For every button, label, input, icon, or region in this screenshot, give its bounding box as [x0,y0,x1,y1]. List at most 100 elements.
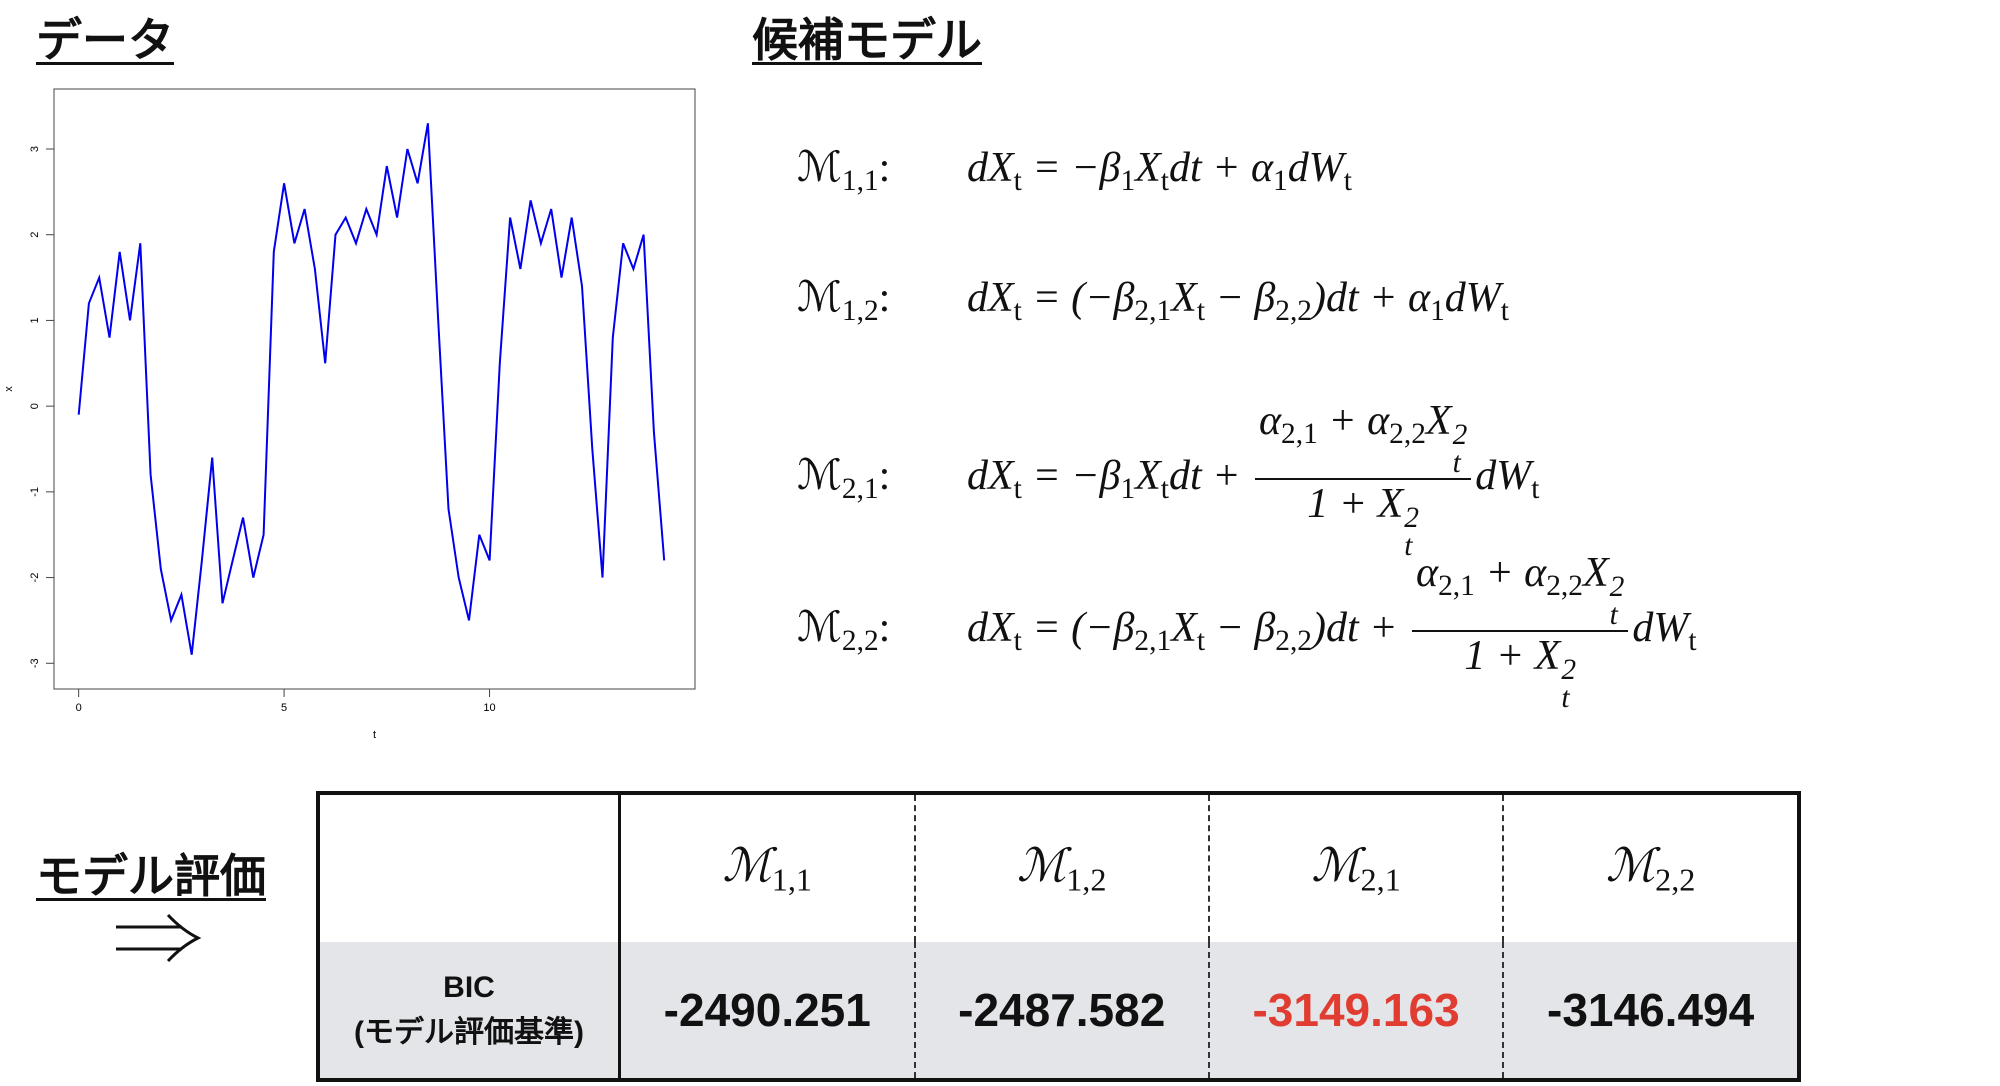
math-text: dW [1287,145,1344,191]
heading: 候補モデル [752,13,982,67]
bic-table: ℳ1,1 ℳ1,2 ℳ2,1 ℳ2,2 BIC (モデル評価基準) -2490.251 -2… [316,791,1801,1082]
math-text: 1 + X [1307,481,1404,528]
math-text: dt + α [1168,145,1274,191]
series-line [77,123,666,655]
row-label-line: BIC [443,971,495,1004]
math-text: dX [967,452,1014,499]
y-tick-label: 3 [29,146,41,152]
equation: ℳ1,2: dXt = (−β2,1Xt − β2,2)dt + α1dWt [797,272,1509,328]
subscript: 1,2 [841,294,879,327]
subscript: 1 [1120,472,1136,505]
subscript: t [1160,472,1169,505]
subscript: 1 [1430,294,1445,327]
formula: dXt = (−β2,1Xt − β2,2)dt + α1dWt [967,275,1509,327]
math-text: − β [1205,275,1276,321]
math-text: α [1416,550,1439,596]
math-text: + α [1474,550,1547,596]
math-text: ℳ [797,604,842,651]
subscript: 2,2 [1389,417,1426,450]
subscript: 2,2 [1655,861,1696,898]
subscript: t [1500,294,1509,327]
math-text: α [1258,398,1282,444]
subscript: t [1160,164,1169,197]
math-text: : [878,275,891,321]
y-tick-label: 1 [29,317,41,323]
numerator: α2,1 + α2,2X 2 t [1254,397,1472,481]
x-tick-label: 5 [281,702,287,714]
subscript: t [1452,447,1461,480]
math-text: ℳ [797,452,842,499]
math-text: ℳ [797,145,842,191]
time-series-chart: 0 5 10 -3 -2 -1 0 1 2 3 t x [3,88,696,741]
formula: dXt = −β1Xtdt + α1dWt [967,145,1352,197]
math-text: dX [967,604,1014,651]
empty-cell [318,793,621,942]
subscript: t [1196,294,1205,327]
subscript: 2,1 [1281,417,1318,450]
bic-value: -2490.251 [619,942,915,1080]
plot-frame [53,88,696,690]
math-text: ℳ [722,840,772,892]
math-text: )dt + [1312,604,1409,651]
math-text: − β [1205,604,1276,651]
math-text: X [1135,145,1161,191]
subscript: t [1609,599,1618,632]
model-header: ℳ1,1 [620,793,915,942]
math-text: X [1425,398,1452,444]
superscript: 2 [1404,502,1419,535]
y-tick-label: -1 [29,487,41,497]
subscript: t [1343,164,1352,197]
subscript: 2,1 [841,472,879,505]
subscript: t [1196,624,1205,657]
math-text: 1 + X [1464,633,1561,680]
model-label: ℳ2,1: [797,450,967,506]
math-text: : [878,604,891,651]
superscript: 2 [1452,419,1468,452]
subscript: 1,1 [771,861,812,898]
y-tick-label: 2 [29,232,41,238]
header-row: ℳ1,1 ℳ1,2 ℳ2,1 ℳ2,2 [318,793,1799,942]
subscript: t [1561,682,1570,715]
math-text: )dt + α [1312,275,1431,321]
subscript: 2,2 [841,624,879,657]
math-text: = −β [1021,452,1121,499]
math-text: = (−β [1021,604,1135,651]
subscript: 2,2 [1275,624,1313,657]
row-label: BIC (モデル評価基準) [318,942,621,1080]
math-text: dW [1475,452,1532,499]
math-text: = −β [1021,145,1121,191]
model-header: ℳ1,2 [913,793,1209,942]
bic-row: BIC (モデル評価基準) -2490.251 -2487.582 -3149.163-… [318,942,1799,1080]
subscript: t [1688,624,1697,657]
subscript: t [1013,164,1022,197]
math-text: dW [1444,275,1501,321]
model-label: ℳ1,1: [797,142,967,198]
math-text: : [878,452,891,499]
subscript: t [1013,294,1022,327]
arrow [116,913,202,963]
math-text: ℳ [797,275,842,321]
math-text: : [878,145,891,191]
math-text: dt + [1168,452,1251,499]
subscript: t [1013,624,1022,657]
math-text: dX [967,275,1014,321]
formula: dXt = (−β2,1Xt − β2,2)dt + α2,1 + α2,2X 2… [967,550,1696,713]
heading: モデル評価 [36,849,266,903]
subscript: t [1531,472,1540,505]
subscript: 1 [1120,164,1136,197]
y-tick-label: -2 [29,573,41,583]
x-tick-label: 10 [483,702,495,714]
y-tick-label: -3 [29,658,41,668]
y-axis-label: x [3,386,15,392]
subscript: 2,2 [1275,294,1313,327]
math-text: X [1171,275,1197,321]
equation: ℳ2,2: dXt = (−β2,1Xt − β2,2)dt + α2,1 + α… [797,549,1696,713]
formula: dXt = −β1Xtdt + α2,1 + α2,2X 2 t 1 + X 2 t dWt [967,398,1539,561]
